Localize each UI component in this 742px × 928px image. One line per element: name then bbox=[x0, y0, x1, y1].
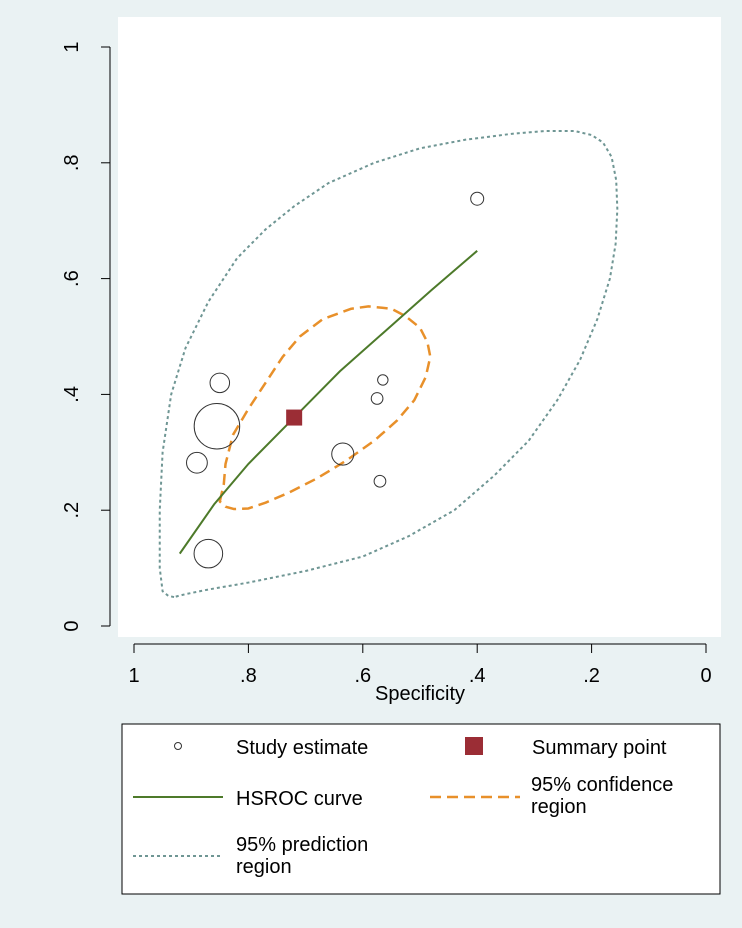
legend-summary-point-marker bbox=[465, 737, 483, 755]
legend-confidence-region-line2: region bbox=[531, 796, 587, 818]
confidence-region-outline bbox=[218, 305, 432, 511]
legend-study-estimate-marker bbox=[174, 742, 182, 750]
y-tick-label: .6 bbox=[61, 270, 83, 287]
study-estimate-point-3 bbox=[186, 451, 208, 474]
study-estimate-point-5 bbox=[331, 442, 355, 466]
x-tick-label: .6 bbox=[354, 665, 371, 687]
confidence-region-layer bbox=[218, 305, 432, 511]
legend-prediction-region-line1: 95% prediction bbox=[236, 834, 368, 856]
y-tick-label: .2 bbox=[61, 502, 83, 519]
y-tick-label: .4 bbox=[61, 386, 83, 403]
y-tick-label: 1 bbox=[61, 41, 83, 52]
legend-box bbox=[121, 723, 721, 895]
x-tick-label: 0 bbox=[700, 665, 711, 687]
study-estimate-point-9 bbox=[373, 474, 387, 488]
study-estimate-point-7 bbox=[377, 374, 389, 386]
study-estimate-point-8 bbox=[370, 392, 384, 405]
legend-confidence-region-line1: 95% confidence bbox=[531, 774, 673, 796]
summary-point-layer bbox=[286, 409, 303, 426]
hsroc-curve-line bbox=[178, 250, 478, 555]
prediction-region-outline bbox=[158, 129, 619, 599]
legend-hsroc-curve-label: HSROC curve bbox=[236, 788, 363, 810]
y-tick-label: 0 bbox=[61, 620, 83, 631]
summary-point-marker bbox=[286, 409, 303, 426]
y-axis-ticks: 0 .2 .4 .6 .8 1 bbox=[61, 41, 110, 632]
legend-summary-point-label: Summary point bbox=[532, 737, 667, 759]
legend-study-estimate-label: Study estimate bbox=[236, 737, 368, 759]
legend-confidence-region-label: 95% confidence region bbox=[531, 774, 679, 818]
legend-prediction-region-line2: region bbox=[236, 856, 292, 878]
x-tick-label: .2 bbox=[583, 665, 600, 687]
x-axis-label: Specificity bbox=[375, 683, 465, 705]
study-estimate-point-4 bbox=[209, 372, 231, 394]
study-estimate-point-6 bbox=[470, 191, 485, 206]
prediction-region-layer bbox=[158, 129, 619, 599]
hsroc-curve-layer bbox=[178, 250, 478, 555]
x-tick-label: 1 bbox=[128, 665, 139, 687]
study-estimate-point-1 bbox=[193, 402, 241, 450]
y-tick-label: .8 bbox=[61, 154, 83, 171]
x-tick-label: .4 bbox=[469, 665, 486, 687]
x-axis-ticks: 1 .8 .6 .4 .2 0 bbox=[128, 644, 712, 687]
study-estimates-layer bbox=[186, 191, 485, 569]
legend-prediction-region-label: 95% prediction region bbox=[236, 834, 374, 878]
study-estimate-point-2 bbox=[193, 538, 224, 569]
legend: Study estimate Summary point HSROC curve… bbox=[121, 723, 721, 895]
x-tick-label: .8 bbox=[240, 665, 257, 687]
plot-area bbox=[118, 17, 721, 637]
